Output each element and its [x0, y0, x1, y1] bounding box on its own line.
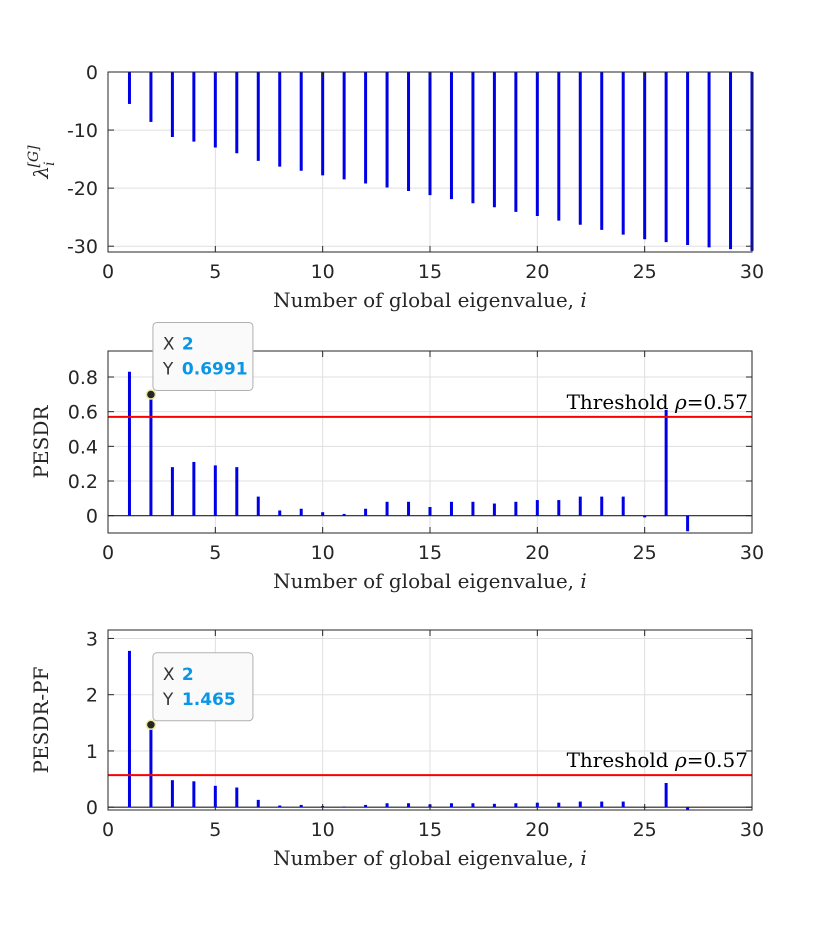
threshold-label-value: =0.57: [687, 748, 748, 772]
datatip-box: [152, 652, 254, 722]
x-axis-label-text: Number of global eigenvalue,: [273, 288, 580, 312]
x-tick-label: 25: [633, 542, 657, 564]
datatip-y-value: 1.465: [182, 690, 236, 710]
threshold-label-var: ρ: [674, 390, 687, 414]
x-tick-label: 10: [311, 542, 335, 564]
y-tick-label: 3: [86, 628, 98, 650]
y-axis-label: λi[G]: [26, 145, 58, 180]
datatip-marker: [145, 719, 157, 731]
x-tick-label: 5: [209, 542, 221, 564]
x-axis-label: Number of global eigenvalue, i: [273, 846, 587, 870]
y-tick-label: -30: [67, 236, 98, 258]
y-axis-label: PESDR-PF: [29, 666, 53, 773]
threshold-label: Threshold ρ=0.57: [567, 748, 748, 772]
x-axis-label-text: Number of global eigenvalue,: [273, 846, 580, 870]
x-tick-label: 25: [633, 261, 657, 283]
datatip-x-label: X: [163, 665, 175, 685]
x-tick-label: 5: [209, 261, 221, 283]
x-tick-label: 15: [418, 261, 442, 283]
y-tick-label: 1: [86, 741, 98, 763]
x-tick-label: 20: [525, 819, 549, 841]
threshold-label-text: Threshold: [567, 748, 675, 772]
datatip-x-label: X: [163, 334, 175, 354]
threshold-label-text: Threshold: [567, 390, 675, 414]
x-tick-label: 0: [102, 542, 114, 564]
chart-1: 0 5 10 15 20 25 30 0 -10 -20 -30 Number of global e…: [26, 62, 764, 312]
datatip-x-value: 2: [182, 334, 194, 354]
threshold-label: Threshold ρ=0.57: [567, 390, 748, 414]
datatip-box: [152, 321, 254, 391]
threshold-label-value: =0.57: [687, 390, 748, 414]
x-tick-label: 0: [102, 261, 114, 283]
chart-3: Threshold ρ=0.57 0 5 10 15 20 25 30 0 1 2 3 Number o…: [29, 628, 764, 870]
datatip-y-label: Y: [162, 690, 174, 710]
y-tick-label: 0.6: [68, 402, 98, 424]
x-tick-label: 0: [102, 819, 114, 841]
x-tick-label: 15: [418, 542, 442, 564]
x-tick-label: 10: [311, 819, 335, 841]
x-tick-label: 20: [525, 542, 549, 564]
chart-2: Threshold ρ=0.57 0 5 10 15 20 25 30 0 0.2 0.4 0.6 0.…: [29, 321, 764, 593]
datatip-x-value: 2: [182, 665, 194, 685]
y-axis-label-sup: [G]: [26, 145, 42, 168]
x-tick-label: 15: [418, 819, 442, 841]
y-tick-label: 0: [86, 62, 98, 84]
datatip: X 2Y 0.6991: [145, 321, 254, 400]
y-tick-label: 0: [86, 797, 98, 819]
y-axis-label-text: PESDR-PF: [29, 666, 53, 773]
y-axis-label-text: PESDR: [29, 405, 53, 479]
y-tick-label: 0: [86, 506, 98, 528]
x-axis-label-var: i: [580, 846, 586, 870]
y-axis-label-sub: i: [42, 161, 58, 165]
x-tick-label: 30: [740, 261, 764, 283]
datatip-y-label: Y: [162, 359, 174, 379]
y-tick-label: 0.4: [68, 436, 98, 458]
x-tick-label: 30: [740, 819, 764, 841]
y-axis-label-main: λ: [29, 166, 53, 180]
x-tick-label: 30: [740, 542, 764, 564]
x-tick-label: 20: [525, 261, 549, 283]
y-tick-label: 2: [86, 685, 98, 707]
x-axis-label-text: Number of global eigenvalue,: [273, 569, 580, 593]
x-tick-label: 25: [633, 819, 657, 841]
datatip-y-value: 0.6991: [182, 359, 248, 379]
x-tick-label: 5: [209, 819, 221, 841]
y-axis-label: PESDR: [29, 405, 53, 479]
x-axis-label: Number of global eigenvalue, i: [273, 288, 587, 312]
x-axis-label-var: i: [580, 569, 586, 593]
datatip: X 2Y 1.465: [145, 652, 254, 731]
y-tick-label: 0.8: [68, 367, 98, 389]
datatip-marker: [145, 389, 157, 400]
x-tick-label: 10: [311, 261, 335, 283]
x-axis-label: Number of global eigenvalue, i: [273, 569, 587, 593]
y-tick-label: -20: [67, 178, 98, 200]
x-axis-label-var: i: [580, 288, 586, 312]
y-tick-label: -10: [67, 120, 98, 142]
y-tick-label: 0.2: [68, 471, 98, 493]
threshold-label-var: ρ: [674, 748, 687, 772]
